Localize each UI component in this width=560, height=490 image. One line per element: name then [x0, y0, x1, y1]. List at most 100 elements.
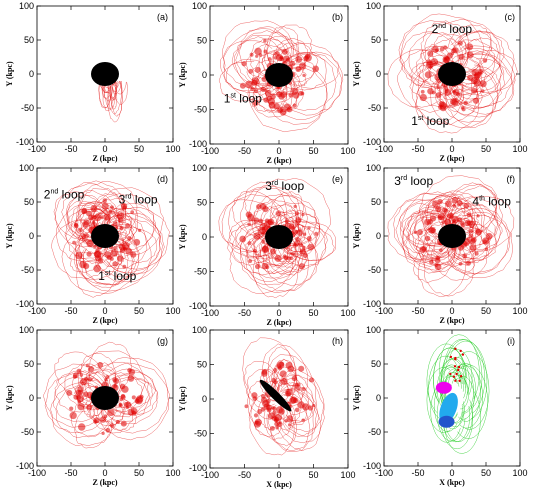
stream-trajectory	[424, 239, 475, 297]
stream-particle	[82, 221, 89, 228]
stream-trajectory	[221, 194, 287, 259]
green-trajectory	[457, 351, 490, 430]
stream-particle	[479, 80, 487, 88]
x-tick-label: 100	[165, 144, 180, 154]
stream-trajectory	[98, 80, 113, 109]
x-tick-label: 100	[340, 470, 355, 480]
plot-area	[218, 178, 336, 299]
stream-particle	[311, 403, 316, 408]
green-trajectory	[457, 364, 488, 439]
stream-trajectory	[270, 232, 303, 263]
y-tick-label: 100	[19, 325, 34, 335]
stream-particle	[257, 408, 263, 414]
stream-trajectory	[277, 221, 328, 268]
stream-trajectory	[443, 78, 483, 115]
stream-particle	[86, 251, 92, 257]
stream-particle	[466, 51, 474, 59]
stream-particle	[466, 212, 472, 218]
stream-particle	[424, 235, 431, 242]
disk	[91, 62, 119, 86]
stream-trajectory	[84, 369, 122, 400]
stream-particle	[274, 51, 280, 57]
x-tick-label: 100	[340, 308, 355, 318]
y-tick-label: 100	[366, 325, 381, 335]
stream-particle	[279, 370, 287, 378]
stream-trajectory	[427, 38, 469, 74]
stream-particle	[79, 260, 87, 269]
stream-trajectory	[92, 362, 150, 418]
stream-particle	[252, 396, 258, 402]
stream-particle	[441, 220, 445, 224]
stream-particle	[270, 248, 276, 255]
stream-particle	[105, 427, 111, 433]
stream-particle	[103, 414, 108, 419]
stream-trajectory	[405, 209, 450, 251]
stream-particle	[470, 76, 478, 84]
stream-trajectory	[262, 343, 309, 402]
y-tick-label: -50	[21, 427, 34, 437]
x-tick-label: 0	[276, 470, 281, 480]
stream-particle	[265, 265, 270, 270]
y-tick-label: 100	[366, 1, 381, 11]
stream-particle	[248, 259, 253, 264]
y-axis-label: Y (kpc)	[352, 385, 361, 411]
y-tick-label: -50	[368, 265, 381, 275]
stream-particle	[307, 243, 315, 251]
stream-trajectory	[61, 180, 126, 242]
stream-particle	[135, 395, 144, 403]
x-tick-label: 50	[134, 306, 144, 316]
stream-particle	[458, 261, 463, 266]
stream-particle	[299, 243, 304, 248]
stream-particle	[291, 375, 298, 382]
stream-particle	[78, 227, 83, 233]
panel-label: (g)	[157, 336, 168, 346]
green-trajectory	[452, 375, 468, 406]
stream-particle	[426, 59, 432, 66]
stream-particle	[122, 264, 127, 269]
stream-particle	[254, 263, 261, 270]
stream-particle	[298, 62, 307, 70]
stream-particle	[244, 404, 249, 409]
y-tick-label: 0	[29, 69, 34, 79]
stream-particle	[267, 57, 272, 61]
x-tick-label: -100	[201, 146, 219, 156]
stream-particle	[289, 396, 297, 405]
y-tick-label: 50	[197, 360, 207, 370]
y-tick-label: 0	[202, 70, 207, 80]
stream-particle	[261, 239, 266, 244]
stream-particle	[254, 47, 262, 56]
stream-particle	[450, 98, 457, 106]
stream-particle	[484, 247, 488, 251]
stream-particle	[295, 230, 299, 234]
x-tick-label: -100	[375, 468, 393, 478]
stream-particle	[471, 87, 478, 94]
stream-trajectory	[402, 228, 450, 261]
stream-particle	[432, 200, 439, 208]
stream-particle	[112, 377, 118, 383]
stream-particle	[125, 223, 131, 228]
stream-trajectory	[419, 175, 503, 246]
stream-particle	[458, 379, 461, 382]
stream-particle	[264, 89, 272, 97]
x-tick-label: -100	[28, 144, 46, 154]
x-tick-label: -100	[201, 470, 219, 480]
y-tick-label: 100	[366, 163, 381, 173]
stream-trajectory	[280, 384, 320, 437]
stream-particle	[87, 377, 93, 382]
stream-particle	[432, 46, 439, 53]
x-tick-label: -100	[375, 306, 393, 316]
stream-particle	[261, 370, 268, 377]
stream-particle	[299, 248, 306, 255]
stream-particle	[430, 58, 439, 66]
y-tick-label: -100	[363, 299, 381, 309]
stream-particle	[427, 87, 434, 95]
stream-particle	[101, 431, 105, 436]
stream-trajectory	[405, 214, 461, 271]
stream-particle	[254, 420, 259, 425]
stream-particle	[454, 347, 457, 350]
stream-trajectory	[43, 363, 108, 428]
stream-trajectory	[258, 234, 296, 266]
panel-label: (d)	[157, 174, 168, 184]
stream-particle	[435, 255, 441, 261]
x-tick-label: 50	[308, 470, 318, 480]
